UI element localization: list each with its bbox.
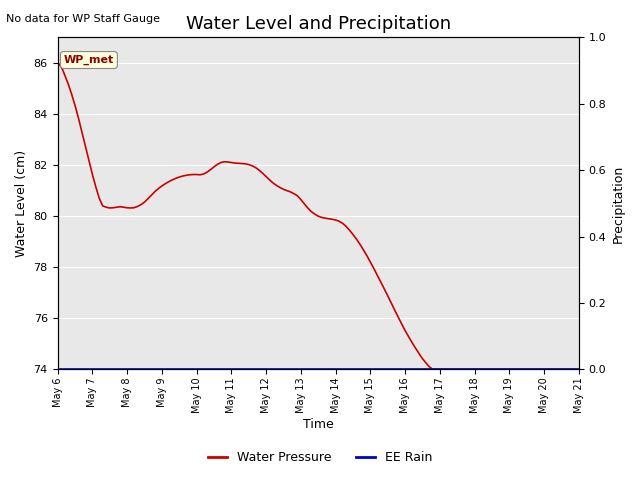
X-axis label: Time: Time	[303, 419, 333, 432]
Y-axis label: Water Level (cm): Water Level (cm)	[15, 150, 28, 257]
Text: WP_met: WP_met	[64, 55, 114, 65]
Text: No data for WP Staff Gauge: No data for WP Staff Gauge	[6, 14, 161, 24]
Title: Water Level and Precipitation: Water Level and Precipitation	[186, 15, 451, 33]
Legend: Water Pressure, EE Rain: Water Pressure, EE Rain	[203, 446, 437, 469]
Y-axis label: Precipitation: Precipitation	[612, 164, 625, 242]
